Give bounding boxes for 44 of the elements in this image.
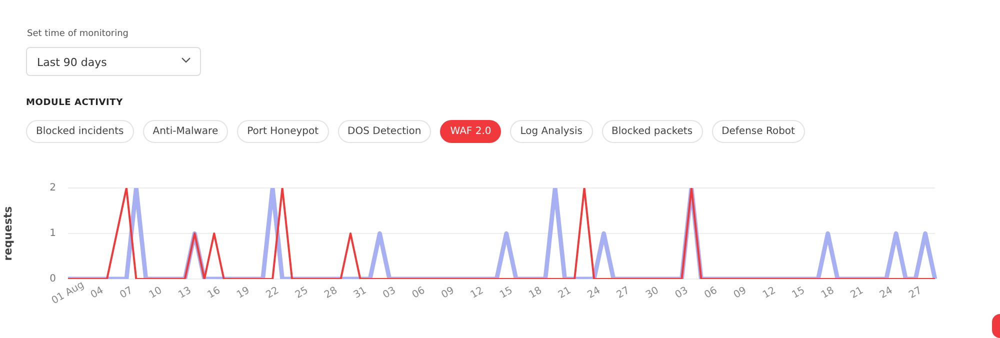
x-tick-label: 03 [381,285,398,302]
text: Log Analysis [510,120,592,143]
text: Port Honeypot [237,120,329,143]
x-tick-label: 21 [556,285,574,302]
x-tick-label: 24 [586,285,602,302]
x-tick-label: 24 [878,285,895,302]
text: Anti-Malware [142,120,228,143]
text: Blocked packets [602,120,703,143]
text: Last 90 days [26,47,201,76]
text: Set time of monitoring [27,29,129,39]
x-tick-label: 10 [147,285,164,302]
x-tick-label: 21 [848,285,866,302]
x-tick-label: 06 [410,285,428,302]
x-tick-label: 03 [674,285,690,302]
text: Blocked incidents [26,120,134,143]
x-tick-label: 28 [322,285,340,302]
text: DOS Detection [338,120,432,143]
x-tick-label: 25 [294,285,310,302]
y-axis-title: requests [1,206,14,261]
x-tick-label: 19 [235,285,252,302]
x-tick-label: 12 [468,285,486,302]
x-tick-label: 22 [264,285,281,302]
y-tick-label: 1 [50,228,56,240]
x-tick-label: 06 [702,285,720,302]
y-tick-label: 0 [50,274,56,285]
x-tick-label: 04 [89,285,106,302]
x-tick-label: 16 [206,285,222,302]
x-tick-label: 18 [820,285,836,302]
x-tick-label: 15 [498,285,515,302]
x-tick-label: 09 [732,285,748,302]
chart-title: MODULE ACTIVITY [26,98,123,108]
x-tick-label: 13 [176,285,194,302]
x-tick-label: 07 [118,285,135,302]
x-tick-label: 12 [761,285,778,302]
x-tick-label: 27 [907,285,924,302]
y-tick-label: 2 [50,182,56,194]
text: Defense Robot [712,120,805,143]
x-tick-label: 27 [615,285,632,302]
x-tick-label: 15 [790,285,807,302]
x-tick-label: 30 [644,285,661,302]
x-tick-label: 09 [440,285,456,302]
x-tick-label: 31 [352,285,369,302]
text: WAF 2.0 [440,120,502,143]
x-tick-label: 18 [527,285,544,302]
